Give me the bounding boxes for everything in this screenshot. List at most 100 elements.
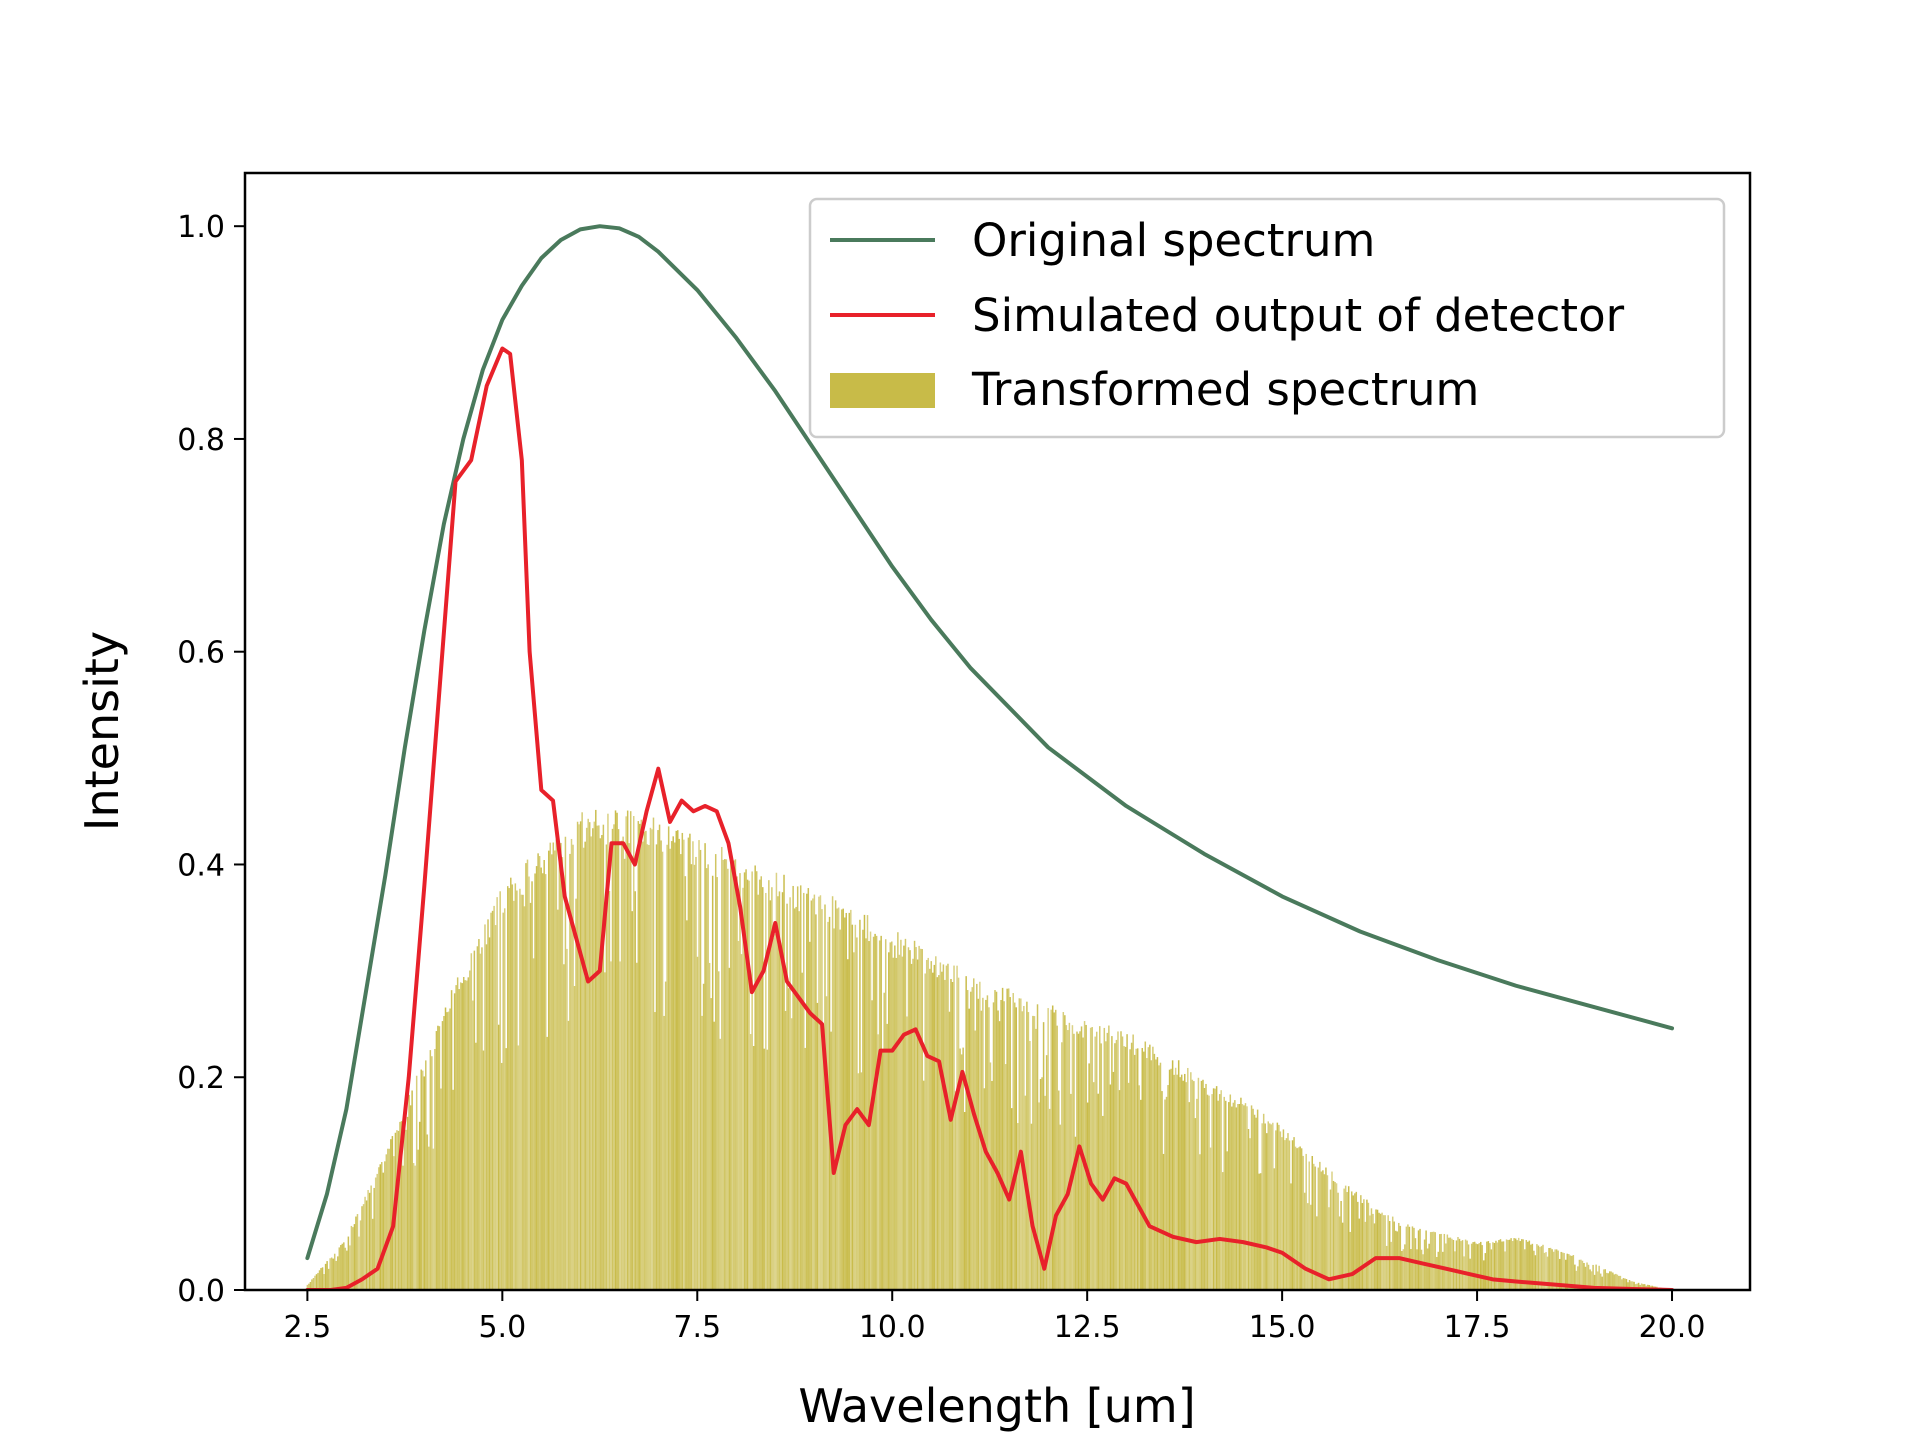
transformed-spectrum-bar xyxy=(318,1270,321,1290)
transformed-spectrum-bar xyxy=(323,1274,325,1290)
transformed-spectrum-bar xyxy=(1461,1240,1464,1290)
transformed-spectrum-bar xyxy=(1511,1241,1514,1290)
transformed-spectrum-bar xyxy=(344,1247,347,1290)
transformed-spectrum-bar xyxy=(707,864,709,1290)
transformed-spectrum-bar xyxy=(1053,1012,1055,1290)
transformed-spectrum-bar xyxy=(505,1048,507,1290)
transformed-spectrum-bar xyxy=(1017,1123,1019,1290)
transformed-spectrum-bar xyxy=(1033,1016,1036,1290)
transformed-spectrum-bar xyxy=(1070,1093,1072,1290)
transformed-spectrum-bar xyxy=(371,1218,374,1290)
transformed-spectrum-bar xyxy=(1376,1209,1379,1290)
transformed-spectrum-bar xyxy=(889,942,892,1290)
transformed-spectrum-bar xyxy=(1580,1259,1582,1290)
x-tick-label: 7.5 xyxy=(673,1310,721,1345)
transformed-spectrum-bar xyxy=(831,896,834,1290)
transformed-spectrum-bar xyxy=(1557,1250,1559,1290)
transformed-spectrum-bar xyxy=(620,840,623,1290)
y-tick-label: 0.0 xyxy=(177,1274,225,1309)
transformed-spectrum-bar xyxy=(1170,1068,1172,1290)
transformed-spectrum-bar xyxy=(907,947,910,1290)
transformed-spectrum-bar xyxy=(1378,1212,1380,1290)
transformed-spectrum-bar xyxy=(1384,1215,1386,1290)
transformed-spectrum-bar xyxy=(1636,1283,1638,1290)
transformed-spectrum-bar xyxy=(552,842,555,1290)
transformed-spectrum-bar xyxy=(948,1011,951,1290)
transformed-spectrum-bar xyxy=(1238,1104,1241,1290)
transformed-spectrum-bar xyxy=(862,929,864,1290)
transformed-spectrum-bar xyxy=(1587,1264,1590,1290)
transformed-spectrum-bar xyxy=(660,840,662,1290)
transformed-spectrum-bar xyxy=(525,863,527,1290)
transformed-spectrum-bar xyxy=(1347,1186,1350,1290)
transformed-spectrum-bar xyxy=(1555,1249,1558,1290)
transformed-spectrum-bar xyxy=(1038,1102,1040,1290)
transformed-spectrum-bar xyxy=(909,950,911,1290)
transformed-spectrum-bar xyxy=(1388,1221,1391,1290)
transformed-spectrum-bar xyxy=(786,903,788,1290)
transformed-spectrum-bar xyxy=(326,1261,328,1290)
transformed-spectrum-bar xyxy=(1499,1239,1502,1290)
transformed-spectrum-bar xyxy=(843,917,846,1290)
transformed-spectrum-bar xyxy=(335,1260,337,1290)
transformed-spectrum-bar xyxy=(1044,1095,1046,1290)
transformed-spectrum-bar xyxy=(628,843,630,1290)
transformed-spectrum-bar xyxy=(441,1021,444,1290)
transformed-spectrum-bar xyxy=(434,1048,436,1290)
transformed-spectrum-bar xyxy=(546,1036,548,1290)
transformed-spectrum-bar xyxy=(1602,1269,1605,1290)
transformed-spectrum-bar xyxy=(547,850,550,1290)
transformed-spectrum-bar xyxy=(850,909,852,1290)
transformed-spectrum-bar xyxy=(595,809,597,1290)
transformed-spectrum-bar xyxy=(1136,1048,1139,1290)
transformed-spectrum-bar xyxy=(683,839,685,1290)
transformed-spectrum-bar xyxy=(1537,1245,1540,1290)
transformed-spectrum-bar xyxy=(333,1253,336,1290)
transformed-spectrum-bar xyxy=(402,1165,404,1290)
transformed-spectrum-bar xyxy=(1391,1216,1394,1290)
transformed-spectrum-bar xyxy=(534,873,536,1290)
transformed-spectrum-bar xyxy=(578,824,580,1290)
legend-label-simulated-output: Simulated output of detector xyxy=(972,289,1625,342)
transformed-spectrum-bar xyxy=(352,1227,354,1290)
transformed-spectrum-bar xyxy=(349,1245,351,1290)
transformed-spectrum-bar xyxy=(1311,1156,1314,1290)
transformed-spectrum-bar xyxy=(549,842,552,1290)
transformed-spectrum-bar xyxy=(1114,1043,1116,1290)
transformed-spectrum-bar xyxy=(429,1050,432,1290)
transformed-spectrum-bar xyxy=(910,963,913,1290)
transformed-spectrum-bar xyxy=(727,868,729,1290)
transformed-spectrum-bar xyxy=(1294,1146,1297,1290)
transformed-spectrum-bar xyxy=(1042,1022,1045,1290)
transformed-spectrum-bar xyxy=(1159,1062,1162,1290)
transformed-spectrum-bar xyxy=(1062,1012,1065,1290)
transformed-spectrum-bar xyxy=(1525,1240,1528,1290)
transformed-spectrum-bar xyxy=(1209,1147,1212,1290)
transformed-spectrum-bar xyxy=(1417,1230,1420,1290)
transformed-spectrum-bar xyxy=(1190,1072,1192,1290)
transformed-spectrum-bar xyxy=(637,821,640,1290)
transformed-spectrum-bar xyxy=(608,891,611,1290)
transformed-spectrum-bar xyxy=(476,946,479,1290)
transformed-spectrum-bar xyxy=(1431,1231,1433,1290)
transformed-spectrum-bar xyxy=(1390,1241,1392,1290)
transformed-spectrum-bar xyxy=(1316,1216,1318,1290)
transformed-spectrum-bar xyxy=(422,1070,424,1290)
transformed-spectrum-bar xyxy=(502,912,504,1290)
transformed-spectrum-bar xyxy=(742,887,744,1290)
transformed-spectrum-bar xyxy=(1179,1077,1181,1290)
transformed-spectrum-bar xyxy=(664,981,667,1290)
transformed-spectrum-bar xyxy=(625,816,627,1290)
transformed-spectrum-bar xyxy=(478,939,480,1290)
transformed-spectrum-bar xyxy=(432,1148,435,1290)
transformed-spectrum-bar xyxy=(812,898,814,1290)
transformed-spectrum-bar xyxy=(1422,1254,1424,1290)
transformed-spectrum-bar xyxy=(1197,1077,1200,1290)
transformed-spectrum-bar xyxy=(863,914,866,1290)
transformed-spectrum-bar xyxy=(513,900,515,1290)
transformed-spectrum-bar xyxy=(1314,1166,1317,1290)
transformed-spectrum-bar xyxy=(1065,1025,1068,1290)
transformed-spectrum-bar xyxy=(1284,1140,1286,1290)
transformed-spectrum-bar xyxy=(944,979,946,1290)
transformed-spectrum-bar xyxy=(915,947,917,1290)
